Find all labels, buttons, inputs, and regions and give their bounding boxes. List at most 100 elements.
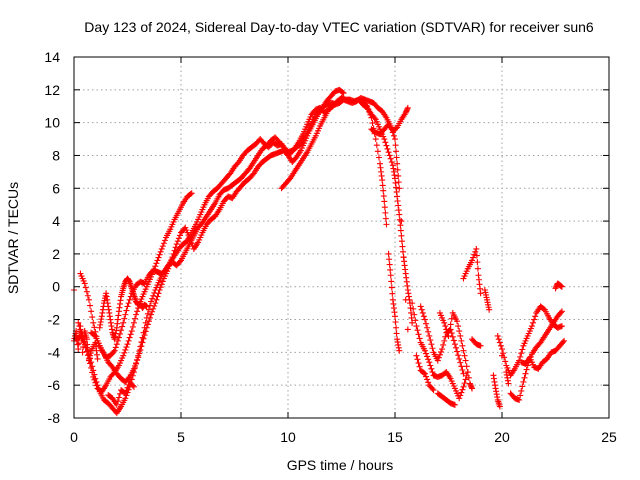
data-point	[151, 303, 158, 310]
data-point	[153, 260, 160, 267]
data-point	[149, 308, 156, 315]
data-point	[383, 142, 390, 149]
data-point	[173, 241, 180, 248]
data-point	[415, 331, 422, 338]
data-point	[363, 102, 370, 109]
data-point	[154, 257, 161, 264]
data-point	[418, 306, 425, 313]
data-point	[381, 136, 388, 143]
data-point	[397, 222, 404, 229]
data-point	[76, 328, 83, 335]
x-axis-label: GPS time / hours	[287, 457, 394, 473]
data-point	[425, 328, 432, 335]
data-point	[130, 319, 137, 326]
data-point	[400, 248, 407, 255]
data-point	[364, 103, 371, 110]
data-point	[425, 379, 432, 386]
x-tick-label: 25	[601, 429, 617, 445]
data-point	[442, 333, 449, 340]
data-point	[75, 340, 82, 347]
data-point	[381, 198, 388, 205]
data-point	[90, 367, 97, 374]
data-point	[131, 362, 138, 369]
data-point	[129, 382, 136, 389]
data-point	[423, 320, 430, 327]
data-point	[474, 265, 481, 272]
data-point	[133, 360, 140, 367]
data-point	[452, 344, 459, 351]
x-tick-label: 5	[177, 429, 185, 445]
data-point	[412, 317, 419, 324]
data-point	[393, 154, 400, 161]
data-point	[83, 336, 90, 343]
series-trace-b	[75, 95, 411, 417]
data-point	[92, 328, 99, 335]
data-point	[159, 243, 166, 250]
data-point	[425, 356, 432, 363]
data-point	[458, 389, 465, 396]
data-point	[124, 384, 131, 391]
data-point	[494, 332, 501, 339]
data-point	[463, 363, 470, 370]
data-point	[149, 295, 156, 302]
data-point	[423, 373, 430, 380]
data-point	[366, 108, 373, 115]
data-point	[142, 328, 149, 335]
data-point	[416, 335, 423, 342]
data-point	[414, 356, 421, 363]
data-point	[388, 159, 395, 166]
data-point	[460, 383, 467, 390]
data-point	[394, 160, 401, 167]
data-point	[456, 395, 463, 402]
data-point	[384, 145, 391, 152]
data-point	[409, 319, 416, 326]
data-point	[122, 390, 129, 397]
data-point	[430, 387, 437, 394]
data-point	[369, 120, 376, 127]
data-point	[459, 342, 466, 349]
series-trace-d	[77, 95, 416, 361]
data-point	[134, 308, 141, 315]
data-point	[424, 376, 431, 383]
data-point	[375, 154, 382, 161]
data-point	[136, 350, 143, 357]
data-point	[386, 152, 393, 159]
data-point	[410, 305, 417, 312]
data-point	[84, 341, 91, 348]
data-point	[143, 324, 150, 331]
data-point	[380, 193, 387, 200]
data-point	[473, 252, 480, 259]
data-point	[155, 290, 162, 297]
data-point	[455, 352, 462, 359]
data-point	[133, 311, 140, 318]
series-trace-k	[71, 275, 150, 408]
data-point	[434, 357, 441, 364]
data-point	[176, 258, 183, 265]
data-point	[458, 363, 465, 370]
data-point	[187, 191, 194, 198]
data-point	[496, 339, 503, 346]
data-point	[474, 259, 481, 266]
data-point	[516, 396, 523, 403]
data-point	[76, 334, 83, 341]
data-point	[386, 256, 393, 263]
data-point	[120, 319, 127, 326]
data-point	[367, 111, 374, 118]
data-point	[455, 323, 462, 330]
series-trace-j	[490, 280, 568, 410]
data-point	[416, 363, 423, 370]
data-point	[158, 245, 165, 252]
data-point	[383, 221, 390, 228]
data-point	[373, 142, 380, 149]
data-point	[517, 392, 524, 399]
data-point	[114, 398, 121, 405]
grid-lines	[74, 57, 609, 418]
data-point	[155, 254, 162, 261]
data-point	[414, 327, 421, 334]
data-point	[95, 385, 102, 392]
data-point	[446, 327, 453, 334]
data-point	[427, 337, 434, 344]
data-point	[435, 354, 442, 361]
data-point	[531, 316, 538, 323]
